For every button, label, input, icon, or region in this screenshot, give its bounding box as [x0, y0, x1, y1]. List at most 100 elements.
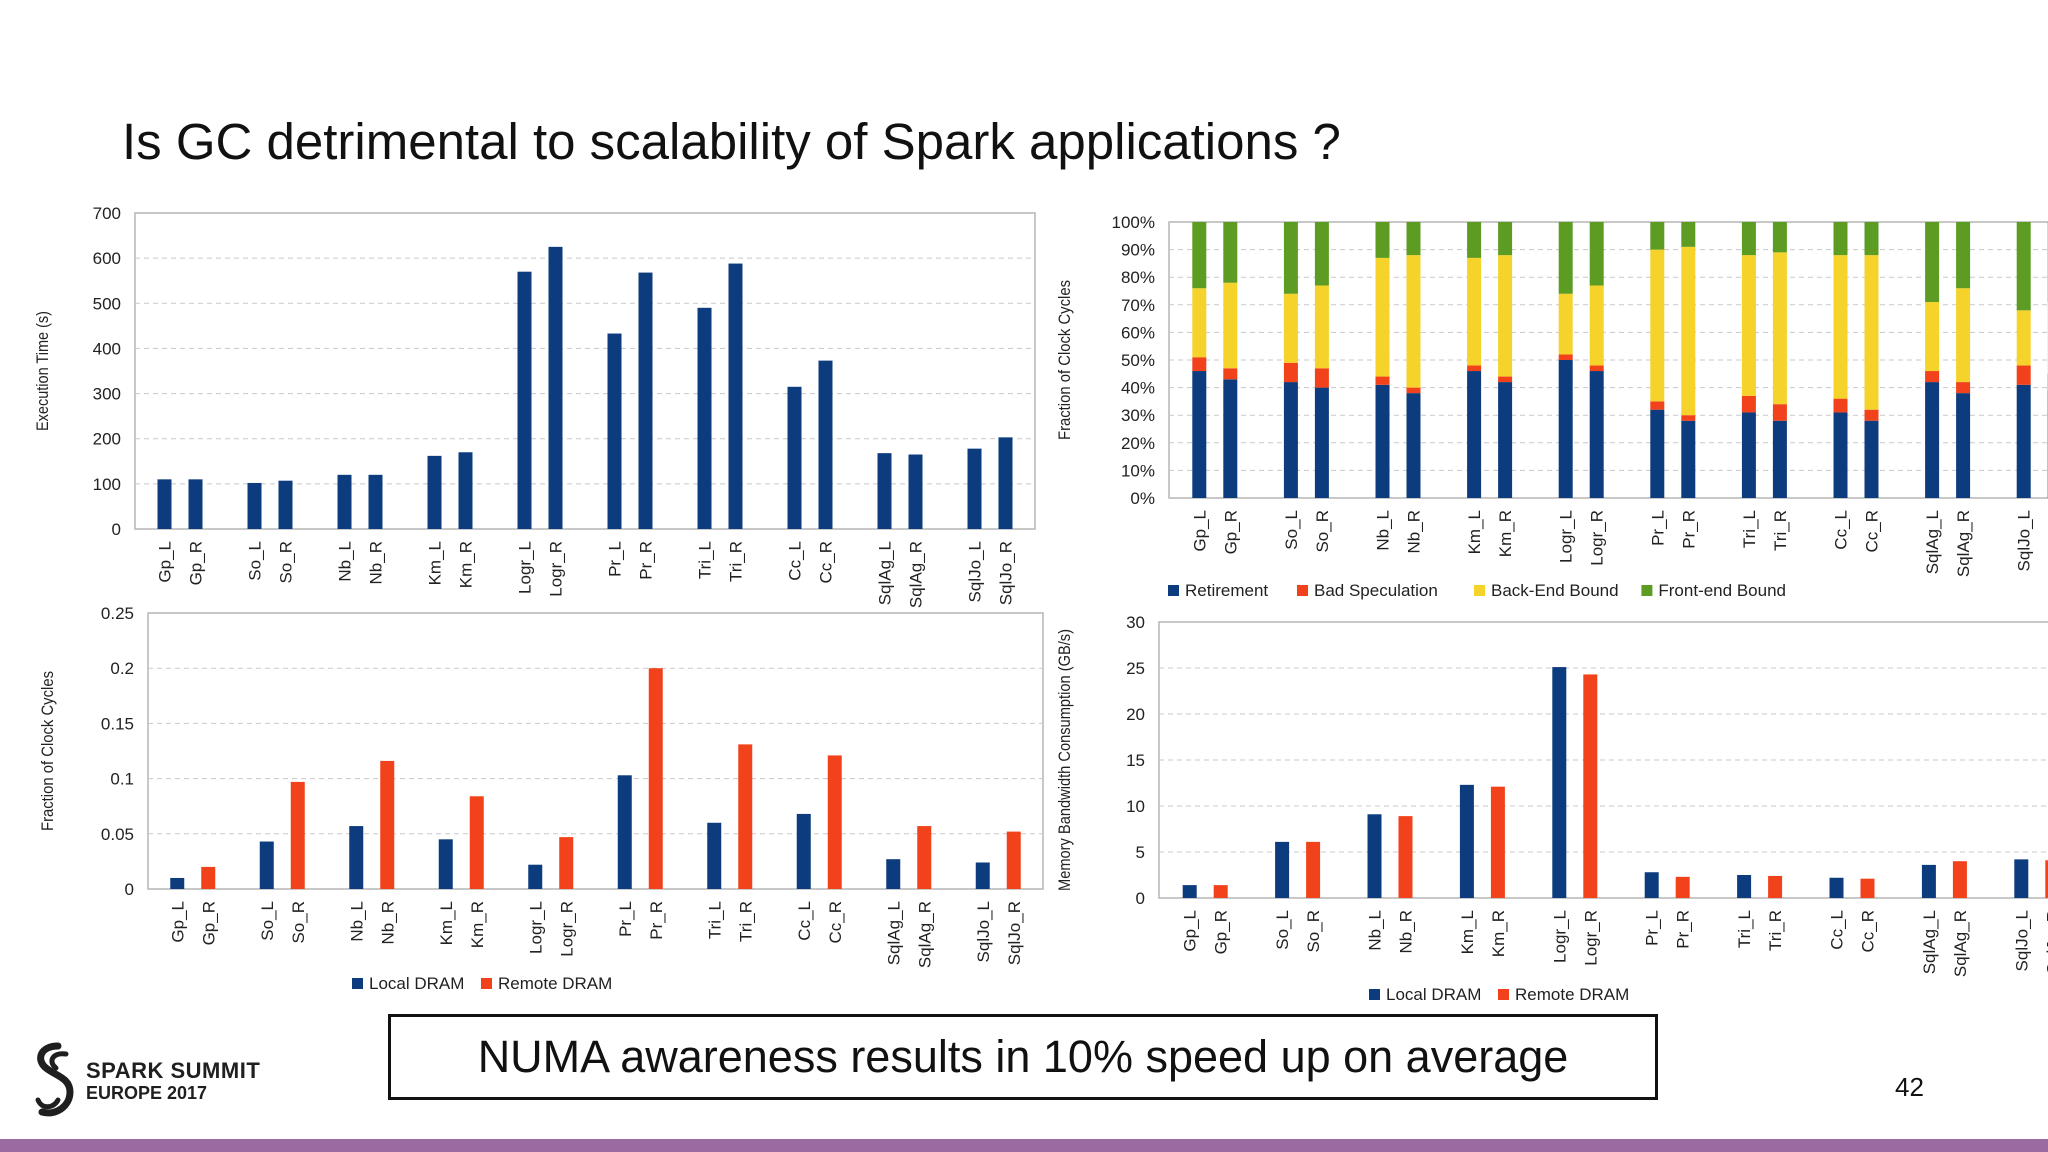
x-tick-label: SqlJo_L — [2012, 910, 2031, 971]
x-tick-label: Gp_L — [1181, 910, 1200, 952]
bar-km-l — [438, 839, 453, 889]
bar-logr-r — [1583, 674, 1598, 898]
x-tick-label: Km_L — [1465, 510, 1484, 554]
y-tick-label: 30 — [1126, 613, 1145, 632]
bar-back-end-bound-km-l — [1467, 257, 1482, 366]
y-tick-label: 700 — [93, 204, 121, 223]
x-tick-label: Logr_L — [1550, 910, 1569, 963]
bar-retirement-gp-l — [1192, 371, 1207, 498]
x-tick-label: Nb_L — [1374, 510, 1393, 551]
bar-retirement-nb-r — [1406, 393, 1421, 498]
y-axis-label: Fraction of Clock Cycles — [1055, 280, 1074, 440]
bar-back-end-bound-cc-r — [1864, 255, 1879, 410]
x-tick-label: Pr_R — [1679, 510, 1698, 549]
bar-front-end-bound-cc-l — [1833, 222, 1848, 256]
x-tick-label: SqlAg_L — [1920, 910, 1939, 974]
legend-label-local-dram: Local DRAM — [369, 974, 464, 993]
bar-back-end-bound-nb-r — [1406, 255, 1421, 388]
x-tick-label: Nb_R — [378, 901, 397, 944]
x-tick-label: Logr_R — [1581, 910, 1600, 966]
bar-cc-l — [1829, 877, 1844, 898]
plot-frame — [147, 612, 1044, 890]
bar-retirement-so-l — [1283, 382, 1298, 498]
bar-retirement-pr-r — [1681, 420, 1696, 498]
bar-pr-r — [638, 272, 653, 529]
bar-sqljo-l — [967, 448, 982, 529]
y-tick-label: 0 — [125, 880, 134, 899]
bar-km-r — [469, 796, 484, 889]
bottom-accent-bar — [0, 1139, 2048, 1152]
bar-pr-l — [617, 775, 632, 889]
y-tick-label: 0 — [1136, 889, 1145, 908]
y-tick-label: 600 — [93, 249, 121, 268]
bar-bad-speculation-nb-l — [1375, 376, 1390, 385]
legend-swatch-local-dram — [352, 978, 363, 989]
bar-bad-speculation-so-l — [1283, 362, 1298, 383]
bar-nb-l — [337, 474, 352, 529]
bar-so-r — [290, 781, 305, 889]
bar-front-end-bound-gp-l — [1192, 222, 1207, 289]
x-tick-label: Cc_R — [1859, 910, 1878, 953]
bar-tri-l — [1737, 875, 1752, 898]
x-tick-label: Pr_L — [616, 901, 635, 937]
bar-bad-speculation-gp-l — [1192, 357, 1207, 372]
bar-sqljo-r — [1006, 831, 1021, 889]
bar-retirement-tri-l — [1741, 412, 1756, 498]
x-tick-label: Tri_R — [1771, 510, 1790, 551]
x-tick-label: Logr_R — [557, 901, 576, 957]
bar-pr-r — [1675, 876, 1690, 898]
slide-title: Is GC detrimental to scalability of Spar… — [122, 113, 1341, 170]
bar-tri-l — [697, 307, 712, 529]
bar-front-end-bound-so-l — [1283, 222, 1298, 294]
bar-front-end-bound-km-l — [1467, 222, 1482, 258]
bar-logr-r — [559, 837, 574, 889]
bar-back-end-bound-so-r — [1314, 285, 1329, 369]
bar-cc-r — [1860, 878, 1875, 898]
x-tick-label: Nb_L — [347, 901, 366, 942]
y-tick-label: 200 — [93, 430, 121, 449]
x-tick-label: SqlAg_R — [1954, 510, 1973, 577]
bar-retirement-sqljo-l — [2016, 384, 2031, 498]
x-tick-label: Gp_R — [199, 901, 218, 945]
bar-bad-speculation-nb-r — [1406, 387, 1421, 394]
x-tick-label: So_R — [277, 541, 296, 584]
bar-so-r — [278, 480, 293, 529]
bar-tri-r — [1768, 875, 1783, 898]
x-tick-label: SqlAg_L — [876, 541, 895, 605]
x-tick-label: Gp_L — [156, 541, 175, 583]
bar-back-end-bound-nb-l — [1375, 257, 1390, 377]
bar-back-end-bound-tri-l — [1741, 255, 1756, 396]
bar-retirement-logr-l — [1558, 360, 1573, 498]
bar-sqlag-l — [1921, 864, 1936, 898]
bar-bad-speculation-so-r — [1314, 368, 1329, 388]
x-tick-label: Cc_R — [1863, 510, 1882, 553]
bar-front-end-bound-tri-r — [1772, 222, 1787, 253]
bar-tri-r — [728, 263, 743, 529]
bar-tri-l — [707, 822, 722, 889]
x-tick-label: So_R — [1304, 910, 1323, 953]
bar-back-end-bound-tri-r — [1772, 252, 1787, 405]
bar-sqljo-l — [2014, 859, 2029, 898]
x-tick-label: SqlJo_L — [966, 541, 985, 602]
legend-swatch-bad-speculation — [1297, 585, 1308, 596]
bar-km-l — [427, 455, 442, 529]
x-tick-label: Tri_L — [705, 901, 724, 939]
x-tick-label: Cc_L — [1832, 510, 1851, 550]
x-tick-label: Cc_R — [817, 541, 836, 584]
legend-swatch-remote-dram — [1498, 989, 1509, 1000]
x-tick-label: Cc_L — [1828, 910, 1847, 950]
x-tick-label: SqlAg_R — [1951, 910, 1970, 977]
y-tick-label: 50% — [1121, 351, 1155, 370]
x-tick-label: Logr_L — [1557, 510, 1576, 563]
legend-swatch-remote-dram — [481, 978, 492, 989]
bar-bad-speculation-logr-r — [1589, 365, 1604, 372]
bar-back-end-bound-gp-l — [1192, 288, 1207, 358]
legend-swatch-retirement — [1168, 585, 1179, 596]
y-axis-label: Memory Bandwidth Consumption (GB/s) — [1055, 629, 1074, 891]
bar-sqlag-l — [886, 859, 901, 889]
x-tick-label: Pr_R — [1674, 910, 1693, 949]
y-tick-label: 5 — [1136, 843, 1145, 862]
x-tick-label: Nb_R — [367, 541, 386, 584]
x-tick-label: Tri_R — [727, 541, 746, 582]
y-tick-label: 100% — [1112, 213, 1155, 232]
